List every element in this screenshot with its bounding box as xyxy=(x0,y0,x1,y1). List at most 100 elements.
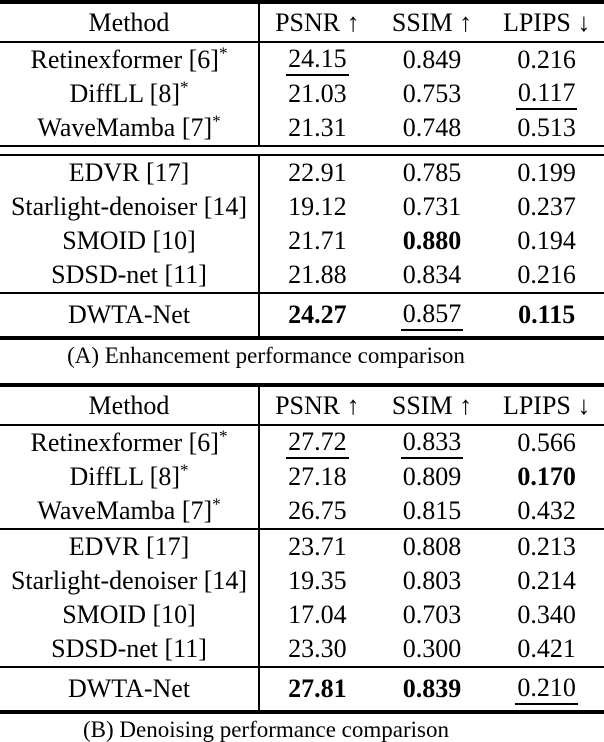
lpips-value: 0.199 xyxy=(517,158,576,187)
method-cell: Retinexformer [6]* xyxy=(0,426,260,460)
lpips-value: 0.216 xyxy=(517,260,576,289)
lpips-cell: 0.210 xyxy=(489,668,604,710)
lpips-cell: 0.194 xyxy=(489,224,604,258)
table-caption-b: (B) Denoising performance comparison xyxy=(83,717,449,742)
lpips-value: 0.194 xyxy=(517,226,576,255)
method-label: DWTA-Net xyxy=(67,674,191,703)
column-header-lpips: LPIPS ↓ xyxy=(502,7,591,37)
lpips-value: 0.340 xyxy=(517,600,576,629)
table-row: DiffLL [8]* 21.03 0.753 0.117 xyxy=(0,77,604,111)
lpips-cell: 0.213 xyxy=(489,530,604,564)
lpips-value: 0.210 xyxy=(515,673,578,705)
psnr-value: 19.35 xyxy=(288,566,347,595)
lpips-cell: 0.170 xyxy=(489,460,604,494)
ssim-cell: 0.300 xyxy=(375,632,490,666)
ssim-cell: 0.849 xyxy=(375,43,490,77)
method-label: Starlight-denoiser [14] xyxy=(10,566,248,595)
table-row: EDVR [17] 22.91 0.785 0.199 xyxy=(0,156,604,190)
table-row: DiffLL [8]* 27.18 0.809 0.170 xyxy=(0,460,604,494)
table-row: SDSD-net [11] 23.30 0.300 0.421 xyxy=(0,632,604,666)
column-header-psnr: PSNR ↑ xyxy=(275,390,360,420)
ssim-cell: 0.839 xyxy=(375,668,490,710)
asterisk-superscript: * xyxy=(212,494,221,514)
column-header-method: Method xyxy=(0,4,260,41)
psnr-value: 17.04 xyxy=(288,600,347,629)
method-label: DWTA-Net xyxy=(67,300,191,329)
table-row: SMOID [10] 21.71 0.880 0.194 xyxy=(0,224,604,258)
asterisk-superscript: * xyxy=(218,426,228,446)
method-cell: EDVR [17] xyxy=(0,156,260,190)
psnr-value: 23.71 xyxy=(288,532,347,561)
lpips-cell: 0.216 xyxy=(489,258,604,292)
method-cell: SDSD-net [11] xyxy=(0,258,260,292)
lpips-cell: 0.432 xyxy=(489,494,604,528)
lpips-cell: 0.214 xyxy=(489,564,604,598)
table-row: Starlight-denoiser [14] 19.12 0.731 0.237 xyxy=(0,190,604,224)
method-cell: Starlight-denoiser [14] xyxy=(0,190,260,224)
ssim-value: 0.839 xyxy=(402,674,462,703)
psnr-cell: 26.75 xyxy=(260,494,375,528)
method-label: SMOID [10] xyxy=(62,600,196,629)
lpips-cell: 0.117 xyxy=(489,77,604,111)
table-row: SMOID [10] 17.04 0.703 0.340 xyxy=(0,598,604,632)
ssim-value: 0.857 xyxy=(400,299,464,331)
ssim-value: 0.834 xyxy=(402,260,462,289)
lpips-value: 0.115 xyxy=(518,300,576,329)
method-cell: DWTA-Net xyxy=(0,668,260,710)
psnr-cell: 21.31 xyxy=(260,111,375,145)
asterisk-superscript: * xyxy=(179,460,189,480)
lpips-cell: 0.513 xyxy=(489,111,604,145)
enhancement-table: Method PSNR ↑ SSIM ↑ LPIPS ↓ Retinexform… xyxy=(0,0,604,368)
ssim-value: 0.731 xyxy=(402,192,462,221)
table-top-rule xyxy=(0,0,604,4)
method-label: Retinexformer [6]* xyxy=(30,426,228,457)
table-row: WaveMamba [7]* 26.75 0.815 0.432 xyxy=(0,494,604,528)
psnr-cell: 23.30 xyxy=(260,632,375,666)
table-body: Retinexformer [6]* 24.15 0.849 0.216 DiffLL … xyxy=(0,43,604,336)
psnr-cell: 27.72 xyxy=(260,426,375,460)
table-row: EDVR [17] 23.71 0.808 0.213 xyxy=(0,530,604,564)
table-gap xyxy=(0,368,604,383)
psnr-cell: 23.71 xyxy=(260,530,375,564)
table-bottom-rule xyxy=(0,710,604,714)
lpips-value: 0.432 xyxy=(517,496,576,525)
method-label: WaveMamba [7]* xyxy=(37,111,221,142)
method-label: SDSD-net [11] xyxy=(51,634,207,663)
table-row: Retinexformer [6]* 27.72 0.833 0.566 xyxy=(0,426,604,460)
psnr-value: 23.30 xyxy=(288,634,347,663)
column-header-method: Method xyxy=(0,387,260,424)
method-label: SMOID [10] xyxy=(62,226,196,255)
table-row: WaveMamba [7]* 21.31 0.748 0.513 xyxy=(0,111,604,145)
psnr-value: 24.27 xyxy=(288,300,347,329)
method-label: SDSD-net [11] xyxy=(51,260,207,289)
lpips-cell: 0.237 xyxy=(489,190,604,224)
psnr-cell: 24.27 xyxy=(260,294,375,336)
lpips-cell: 0.421 xyxy=(489,632,604,666)
ssim-value: 0.753 xyxy=(402,79,462,108)
ssim-cell: 0.857 xyxy=(375,294,490,336)
ssim-value: 0.808 xyxy=(402,532,462,561)
lpips-cell: 0.340 xyxy=(489,598,604,632)
psnr-cell: 21.71 xyxy=(260,224,375,258)
ssim-cell: 0.785 xyxy=(375,156,490,190)
lpips-cell: 0.216 xyxy=(489,43,604,77)
psnr-cell: 21.88 xyxy=(260,258,375,292)
group-rule xyxy=(0,292,604,294)
method-cell: Retinexformer [6]* xyxy=(0,43,260,77)
method-label: Starlight-denoiser [14] xyxy=(10,192,248,221)
column-header-ssim: SSIM ↑ xyxy=(391,7,473,37)
psnr-cell: 19.12 xyxy=(260,190,375,224)
table-row: Starlight-denoiser [14] 19.35 0.803 0.214 xyxy=(0,564,604,598)
group-rule xyxy=(0,666,604,668)
ssim-cell: 0.731 xyxy=(375,190,490,224)
ssim-cell: 0.803 xyxy=(375,564,490,598)
ssim-cell: 0.809 xyxy=(375,460,490,494)
group-rule xyxy=(0,528,604,530)
method-cell: SMOID [10] xyxy=(0,598,260,632)
ssim-value: 0.785 xyxy=(402,158,462,187)
ssim-cell: 0.834 xyxy=(375,258,490,292)
ssim-cell: 0.833 xyxy=(375,426,490,460)
ssim-cell: 0.703 xyxy=(375,598,490,632)
method-label: EDVR [17] xyxy=(68,532,190,561)
table-top-rule xyxy=(0,383,604,387)
